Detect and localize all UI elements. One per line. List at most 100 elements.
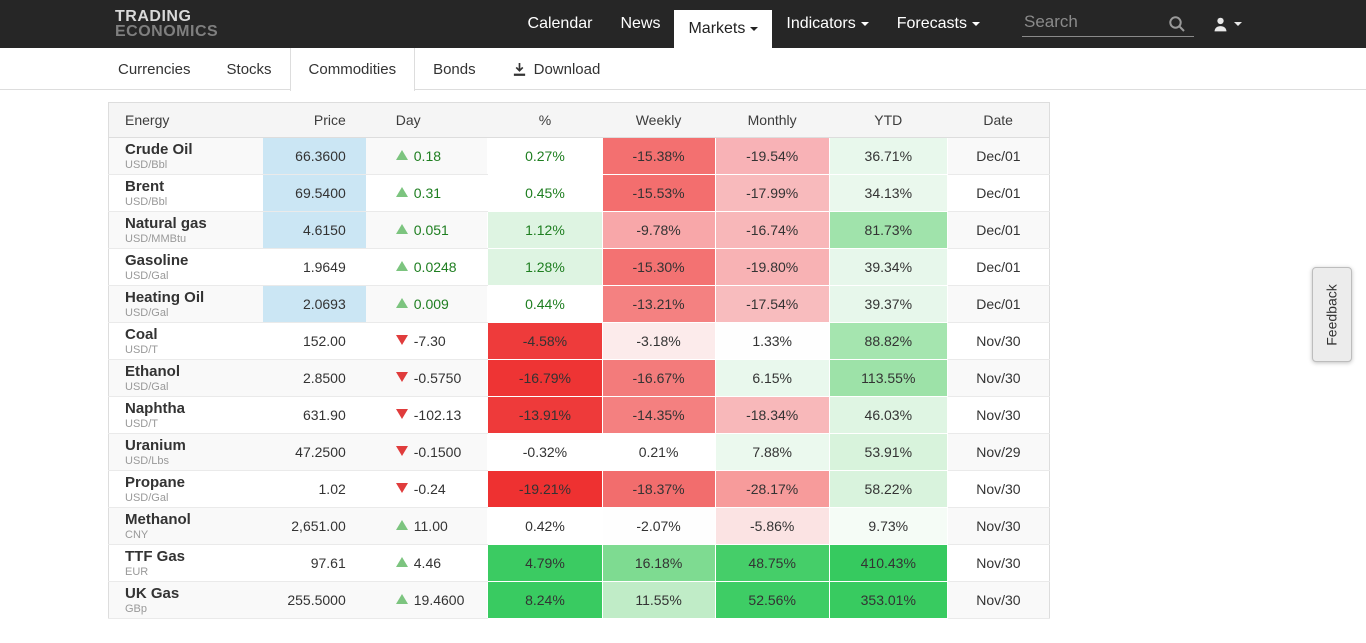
nav-item-indicators[interactable]: Indicators [772, 0, 882, 48]
day-change-cell: 0.051 [365, 211, 488, 249]
tab-label: Commodities [308, 61, 397, 78]
search-icon[interactable] [1168, 15, 1186, 33]
table-header-row: Energy Price Day% Weekly Monthly YTD Date [108, 102, 1050, 138]
table-row: Crude Oil USD/Bbl 66.3600 0.18 0.27% -15.38% -… [108, 137, 1050, 175]
date-cell: Nov/30 [947, 581, 1050, 619]
user-menu[interactable] [1212, 16, 1242, 33]
price-cell: 1.9649 [262, 248, 366, 286]
commodity-unit: USD/Bbl [125, 195, 168, 208]
monthly-cell: -17.54% [714, 285, 830, 323]
monthly-cell: -19.80% [714, 248, 830, 286]
commodity-link[interactable]: Natural gas [125, 214, 207, 232]
day-change-value: 4.46 [413, 555, 442, 571]
commodity-link[interactable]: Coal [125, 325, 158, 343]
nav-item-label: Indicators [786, 15, 856, 32]
day-change-cell: -0.1500 [365, 433, 488, 471]
commodity-cell: Naphtha USD/T [108, 396, 263, 434]
commodity-cell: UK Gas GBp [108, 581, 263, 619]
date-cell: Dec/01 [947, 248, 1050, 286]
date-cell: Nov/30 [947, 544, 1050, 582]
commodity-cell: Heating Oil USD/Gal [108, 285, 263, 323]
monthly-cell: 1.33% [714, 322, 830, 360]
monthly-cell: 48.75% [714, 544, 830, 582]
day-percent-cell: -0.32% [487, 433, 603, 471]
commodity-unit: USD/MMBtu [125, 232, 187, 245]
price-cell: 152.00 [262, 322, 366, 360]
day-change-cell: -0.5750 [365, 359, 488, 397]
day-change-cell: 0.009 [365, 285, 488, 323]
commodity-unit: USD/Gal [125, 380, 169, 393]
commodity-link[interactable]: Naphtha [125, 399, 185, 417]
commodity-link[interactable]: TTF Gas [125, 547, 186, 565]
day-change-cell: -102.13 [365, 396, 488, 434]
logo-line2: ECONOMICS [115, 23, 219, 40]
day-change-value: -102.13 [413, 407, 462, 423]
tab-stocks[interactable]: Stocks [209, 48, 290, 90]
search-box [1022, 11, 1194, 37]
commodity-unit: USD/Gal [125, 269, 169, 282]
commodity-link[interactable]: Ethanol [125, 362, 180, 380]
day-percent-cell: 0.42% [487, 507, 603, 545]
column-header-price: Price [262, 102, 366, 138]
commodity-link[interactable]: Propane [125, 473, 186, 491]
day-change-value: 0.31 [413, 185, 442, 201]
date-cell: Nov/30 [947, 470, 1050, 508]
day-change-value: -0.24 [413, 481, 446, 497]
column-header-ytd: YTD [829, 102, 948, 138]
tab-download[interactable]: Download [494, 48, 619, 90]
monthly-cell: -5.86% [714, 507, 830, 545]
table-row: Brent USD/Bbl 69.5400 0.31 0.45% -15.53% -17.9… [108, 174, 1050, 212]
feedback-label: Feedback [1324, 283, 1341, 346]
trading-economics-logo[interactable]: TRADING ECONOMICS [115, 9, 219, 40]
nav-item-label: Calendar [527, 15, 593, 32]
feedback-button[interactable]: Feedback [1312, 267, 1352, 362]
commodity-unit: USD/Lbs [125, 454, 170, 467]
nav-item-news[interactable]: News [606, 0, 674, 48]
tab-commodities[interactable]: Commodities [289, 48, 416, 91]
day-percent-cell: 1.12% [487, 211, 603, 249]
search-input[interactable] [1022, 11, 1168, 33]
ytd-cell: 39.37% [828, 285, 948, 323]
monthly-cell: 6.15% [714, 359, 830, 397]
commodity-cell: Brent USD/Bbl [108, 174, 263, 212]
tab-label: Stocks [226, 60, 272, 78]
date-cell: Nov/30 [947, 359, 1050, 397]
date-cell: Nov/30 [947, 507, 1050, 545]
commodity-link[interactable]: UK Gas [125, 584, 180, 602]
weekly-cell: -16.67% [601, 359, 716, 397]
nav-item-markets[interactable]: Markets [674, 10, 773, 48]
table-row: Natural gas USD/MMBtu 4.6150 0.051 1.12% -9.7… [108, 211, 1050, 249]
day-change-value: 0.009 [413, 296, 449, 312]
commodity-link[interactable]: Gasoline [125, 251, 189, 269]
commodity-link[interactable]: Heating Oil [125, 288, 205, 306]
commodity-link[interactable]: Methanol [125, 510, 191, 528]
commodity-unit: USD/Bbl [125, 158, 168, 171]
day-change-cell: 19.4600 [365, 581, 488, 619]
commodity-cell: Gasoline USD/Gal [108, 248, 263, 286]
tab-label: Download [533, 60, 601, 78]
nav-item-calendar[interactable]: Calendar [514, 0, 607, 48]
commodity-unit: USD/Gal [125, 491, 169, 504]
day-change-value: 0.0248 [413, 259, 457, 275]
top-navbar: TRADING ECONOMICS Calendar News Markets Ind… [0, 0, 1366, 48]
triangle-up-icon [395, 298, 408, 308]
commodity-cell: Coal USD/T [108, 322, 263, 360]
triangle-down-icon [395, 335, 408, 345]
date-cell: Nov/30 [947, 322, 1050, 360]
tab-bonds[interactable]: Bonds [415, 48, 494, 90]
monthly-cell: -17.99% [714, 174, 830, 212]
table-body: Crude Oil USD/Bbl 66.3600 0.18 0.27% -15.38% -… [108, 137, 1050, 619]
commodity-unit: USD/T [125, 343, 158, 356]
weekly-cell: -9.78% [601, 211, 716, 249]
weekly-cell: -18.37% [601, 470, 716, 508]
weekly-cell: 11.55% [601, 581, 716, 619]
tab-currencies[interactable]: Currencies [100, 48, 209, 90]
date-cell: Dec/01 [947, 174, 1050, 212]
commodity-link[interactable]: Uranium [125, 436, 186, 454]
column-header-weekly: Weekly [602, 102, 716, 138]
triangle-up-icon [395, 150, 408, 160]
commodity-link[interactable]: Brent [125, 177, 165, 195]
commodity-link[interactable]: Crude Oil [125, 140, 193, 158]
nav-item-forecasts[interactable]: Forecasts [883, 0, 994, 48]
day-change-value: -7.30 [413, 333, 446, 349]
